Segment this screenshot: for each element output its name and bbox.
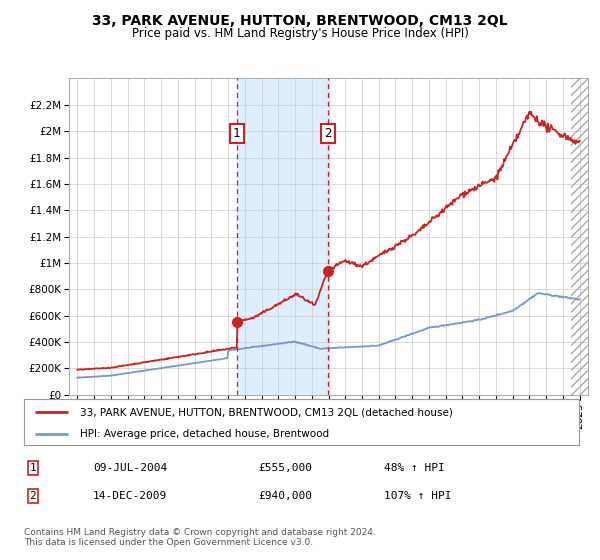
Text: 2: 2 — [29, 491, 37, 501]
Text: 2: 2 — [324, 127, 331, 140]
Text: Price paid vs. HM Land Registry's House Price Index (HPI): Price paid vs. HM Land Registry's House … — [131, 27, 469, 40]
Bar — [237, 78, 328, 395]
Bar — [571, 78, 588, 395]
Text: 33, PARK AVENUE, HUTTON, BRENTWOOD, CM13 2QL: 33, PARK AVENUE, HUTTON, BRENTWOOD, CM13… — [92, 14, 508, 28]
Text: 1: 1 — [29, 463, 37, 473]
Text: Contains HM Land Registry data © Crown copyright and database right 2024.
This d: Contains HM Land Registry data © Crown c… — [24, 528, 376, 547]
Text: £555,000: £555,000 — [258, 463, 312, 473]
Text: £940,000: £940,000 — [258, 491, 312, 501]
Text: 48% ↑ HPI: 48% ↑ HPI — [384, 463, 445, 473]
Text: 107% ↑ HPI: 107% ↑ HPI — [384, 491, 452, 501]
Text: 09-JUL-2004: 09-JUL-2004 — [93, 463, 167, 473]
Text: HPI: Average price, detached house, Brentwood: HPI: Average price, detached house, Bren… — [79, 429, 329, 438]
Text: 33, PARK AVENUE, HUTTON, BRENTWOOD, CM13 2QL (detached house): 33, PARK AVENUE, HUTTON, BRENTWOOD, CM13… — [79, 407, 452, 417]
Text: 14-DEC-2009: 14-DEC-2009 — [93, 491, 167, 501]
Text: 1: 1 — [233, 127, 241, 140]
